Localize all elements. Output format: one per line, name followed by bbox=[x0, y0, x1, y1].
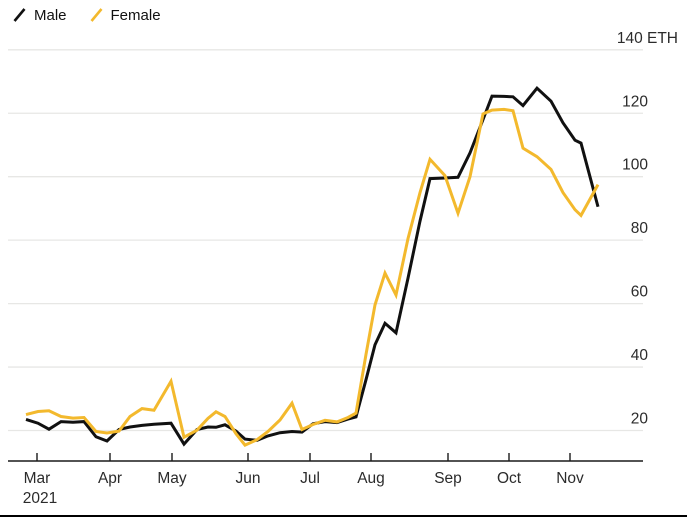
svg-text:100: 100 bbox=[622, 157, 648, 174]
y-axis-labels: 20 40 60 80 100 120 140 ETH bbox=[617, 30, 678, 428]
svg-text:Jul: Jul bbox=[300, 470, 320, 487]
male-line-swatch-icon bbox=[13, 8, 26, 22]
svg-text:120: 120 bbox=[622, 93, 648, 110]
svg-text:Aug: Aug bbox=[357, 470, 385, 487]
svg-text:Mar: Mar bbox=[24, 470, 51, 487]
bottom-border-rule bbox=[0, 515, 687, 517]
svg-text:40: 40 bbox=[631, 347, 649, 364]
svg-text:Sep: Sep bbox=[434, 470, 462, 487]
svg-text:2021: 2021 bbox=[23, 490, 57, 507]
legend-item-female: Female bbox=[89, 7, 161, 23]
svg-text:80: 80 bbox=[631, 220, 649, 237]
svg-text:Apr: Apr bbox=[98, 470, 122, 487]
svg-text:Jun: Jun bbox=[236, 470, 261, 487]
legend-label-male: Male bbox=[34, 6, 67, 24]
svg-text:Nov: Nov bbox=[556, 470, 584, 487]
chart-legend: Male Female bbox=[12, 7, 161, 23]
female-line bbox=[25, 107, 600, 447]
x-axis: Mar 2021 Apr May Jun Jul Aug Sep Oct Nov bbox=[8, 453, 643, 507]
legend-label-female: Female bbox=[110, 6, 161, 24]
svg-text:60: 60 bbox=[631, 284, 649, 301]
legend-item-male: Male bbox=[12, 7, 67, 23]
svg-text:140 ETH: 140 ETH bbox=[617, 30, 678, 47]
svg-text:Oct: Oct bbox=[497, 470, 522, 487]
female-line-swatch-icon bbox=[90, 8, 103, 22]
male-line bbox=[25, 86, 600, 447]
gridlines bbox=[8, 49, 643, 432]
svg-text:20: 20 bbox=[631, 411, 649, 428]
svg-text:May: May bbox=[157, 470, 187, 487]
